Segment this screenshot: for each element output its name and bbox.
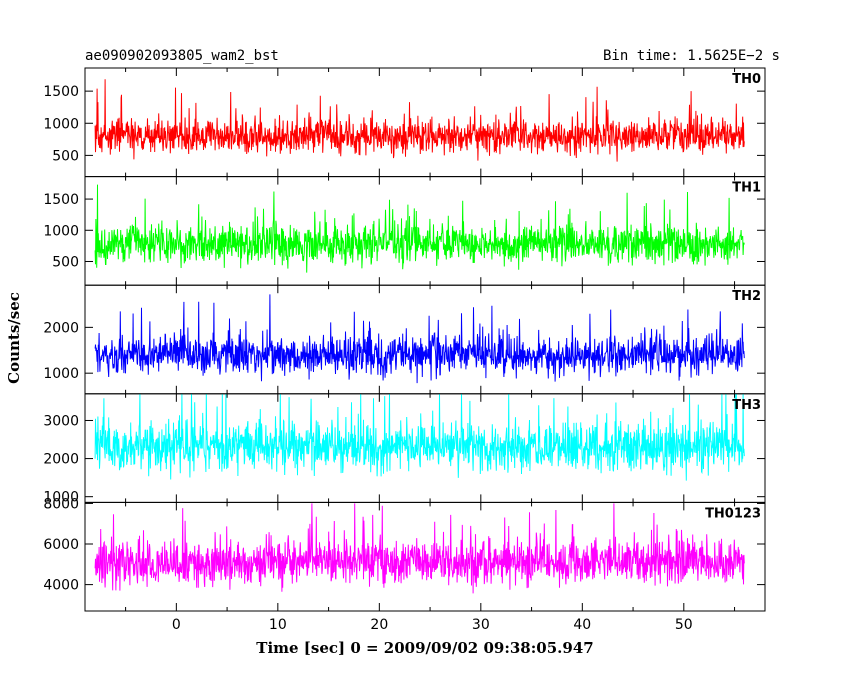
y-tick-label: 1500 [43, 192, 79, 208]
y-axis-label: Counts/sec [5, 292, 23, 384]
y-tick-label: 1000 [43, 366, 79, 382]
y-tick-label: 3000 [43, 413, 79, 429]
panel-frame [84, 284, 766, 395]
series-line-th0123 [94, 503, 745, 594]
series-line-th1 [94, 184, 745, 273]
series-line-th3 [94, 393, 745, 481]
x-tick-label: 10 [269, 617, 287, 633]
y-tick-label: 500 [52, 148, 79, 164]
y-tick-label: 4000 [43, 578, 79, 594]
panel-label-th3: TH3 [732, 398, 761, 413]
y-tick-label: 2000 [43, 320, 79, 336]
y-tick-label: 1500 [43, 84, 79, 100]
panel-th1: 500 1000 1500 TH1 [43, 176, 766, 286]
panel-frame [84, 501, 766, 612]
panel-frame [84, 176, 766, 286]
x-tick-label: 20 [370, 617, 388, 633]
panel-th0: 500 1000 1500 TH0 [43, 67, 766, 178]
y-tick-label: 8000 [43, 496, 79, 512]
bin-time-label: Bin time: 1.5625E−2 s [603, 48, 780, 64]
panel-frame [84, 67, 766, 178]
series-line-th0 [94, 79, 745, 162]
y-tick-label: 1000 [43, 116, 79, 132]
series-line-th2 [94, 294, 745, 384]
chart-title: ae090902093805_wam2_bst [85, 48, 279, 64]
y-tick-label: 2000 [43, 452, 79, 468]
panel-label-th0123: TH0123 [705, 506, 761, 521]
panel-th0123: 4000 6000 8000 TH0123 [43, 496, 766, 612]
x-tick-label: 40 [573, 617, 591, 633]
panel-th3: 1000 2000 3000 TH3 [43, 393, 766, 506]
panel-label-th1: TH1 [732, 181, 761, 196]
y-tick-label: 500 [52, 254, 79, 270]
x-axis-label: Time [sec] 0 = 2009/09/02 09:38:05.947 [256, 639, 593, 657]
panel-label-th2: TH2 [732, 289, 761, 304]
x-tick-label: 50 [675, 617, 693, 633]
x-tick-label: 0 [172, 617, 181, 633]
panel-stack: 50010001500TH050010001500TH110002000TH21… [43, 67, 766, 633]
x-tick-label: 30 [472, 617, 490, 633]
y-tick-label: 1000 [43, 490, 79, 506]
y-tick-label: 6000 [43, 537, 79, 553]
panel-label-th0: TH0 [732, 72, 761, 87]
y-tick-label: 1000 [43, 223, 79, 239]
panel-th2: 1000 2000 TH2 [43, 284, 766, 395]
